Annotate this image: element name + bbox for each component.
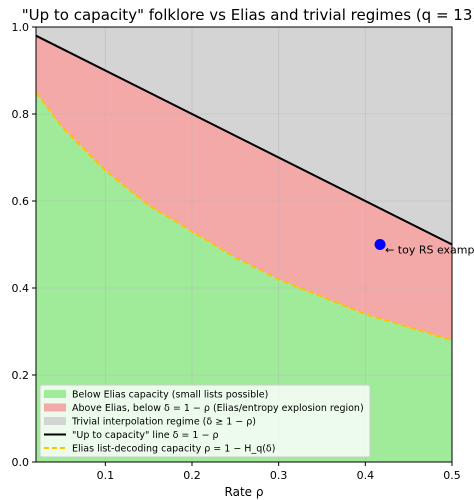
series-layer: [36, 34, 452, 342]
region-above-elias: [36, 35, 452, 341]
legend-label: Elias list-decoding capacity ρ = 1 − H_q…: [72, 444, 275, 455]
x-axis: 0.1 0.2 0.3 0.4 0.5: [97, 462, 461, 482]
legend-swatch: [44, 403, 66, 412]
y-tick-label: 0.0: [12, 456, 30, 469]
point-toy-rs-example: [374, 239, 386, 250]
regions-layer: [36, 27, 452, 462]
legend-label: Above Elias, below δ = 1 − ρ (Elias/entr…: [72, 403, 364, 414]
series-elias-capacity: [36, 91, 452, 342]
legend-swatch: [44, 390, 66, 398]
point-annotation: ← toy RS examp: [385, 244, 474, 257]
y-tick-label: 1.0: [12, 21, 30, 34]
region-below-elias: [36, 92, 452, 462]
legend-label: Trivial interpolation regime (δ ≥ 1 − ρ): [71, 417, 256, 428]
x-tick-label: 0.5: [443, 469, 461, 482]
y-tick-label: 0.6: [12, 195, 30, 208]
series-up-to-capacity: [36, 34, 452, 246]
x-tick-label: 0.2: [183, 469, 201, 482]
region-trivial: [36, 27, 452, 245]
x-tick-label: 0.4: [357, 469, 375, 482]
legend-label: "Up to capacity" line δ = 1 − ρ: [72, 430, 218, 441]
y-tick-label: 0.8: [12, 108, 30, 121]
x-tick-label: 0.1: [97, 469, 115, 482]
legend-box: [39, 384, 371, 458]
legend: Below Elias capacity (small lists possib…: [39, 384, 371, 458]
legend-label: Below Elias capacity (small lists possib…: [72, 390, 268, 401]
plot-frame: [35, 26, 453, 463]
y-tick-label: 0.4: [12, 282, 30, 295]
y-tick-label: 0.2: [12, 369, 30, 382]
legend-swatch: [44, 417, 66, 425]
x-axis-label: Rate ρ: [225, 485, 264, 499]
y-axis: 0.0 0.2 0.4 0.6 0.8 1.0: [12, 21, 36, 469]
x-tick-label: 0.3: [270, 469, 288, 482]
chart-title: "Up to capacity" folklore vs Elias and t…: [22, 6, 474, 24]
